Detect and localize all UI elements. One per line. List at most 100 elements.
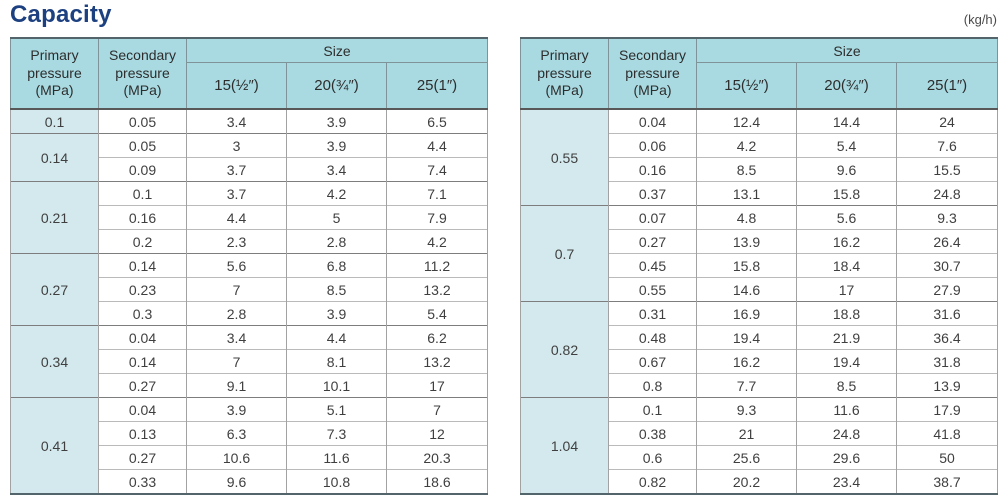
capacity-row: 0.82 0.31 16.9 18.8 31.6 [520,301,999,398]
capacity-row: 0.2 2.3 2.8 4.2 [11,229,489,254]
capacity-row: 0.33 9.6 10.8 18.6 [11,469,489,494]
primary-pressure-cell: 0.34 [10,325,99,398]
capacity-value-cell: 9.1 [186,373,287,398]
capacity-value-cell: 5.6 [796,205,897,230]
size-25-header: 25(1″) [385,62,489,110]
secondary-pressure-cell: 0.37 [608,181,697,206]
capacity-value-cell: 20.2 [696,469,797,494]
secondary-pressure-cell: 0.1 [608,397,697,422]
size-20-header: 20(¾″) [286,62,387,110]
secondary-pressure-cell: 0.09 [98,157,187,182]
capacity-row: 0.13 6.3 7.3 12 [11,421,489,446]
capacity-value-cell: 8.1 [286,349,387,374]
capacity-row: 0.21 0.1 3.7 4.2 7.1 [10,181,489,254]
capacity-value-cell: 31.8 [895,349,999,374]
capacity-value-cell: 13.9 [895,373,999,398]
secondary-pressure-cell: 0.1 [98,181,187,206]
capacity-value-cell: 12 [385,421,489,446]
capacity-value-cell: 7 [186,277,287,302]
capacity-value-cell: 3.9 [286,301,387,326]
capacity-value-cell: 17.9 [895,397,999,422]
capacity-value-cell: 24.8 [796,421,897,446]
capacity-value-cell: 10.8 [286,469,387,494]
table-header: Primary pressure (MPa) Secondary pressur… [520,37,999,110]
capacity-value-cell: 29.6 [796,445,897,470]
capacity-value-cell: 24.8 [895,181,999,206]
capacity-value-cell: 9.3 [895,205,999,230]
capacity-value-cell: 9.6 [186,469,287,494]
secondary-pressure-cell: 0.67 [608,349,697,374]
capacity-row: 0.23 7 8.5 13.2 [11,277,489,302]
capacity-row: 0.7 0.07 4.8 5.6 9.3 [520,205,999,302]
capacity-table-right: Primary pressure (MPa) Secondary pressur… [520,37,999,495]
capacity-row: 0.14 7 8.1 13.2 [11,349,489,374]
capacity-value-cell: 5.4 [796,133,897,158]
secondary-pressure-cell: 0.82 [608,469,697,494]
capacity-value-cell: 7.3 [286,421,387,446]
capacity-row: 0.55 14.6 17 27.9 [521,277,999,302]
capacity-value-cell: 18.4 [796,253,897,278]
capacity-value-cell: 19.4 [796,349,897,374]
secondary-pressure-cell: 0.55 [608,277,697,302]
capacity-row: 0.14 0.05 3 3.9 4.4 [10,133,489,182]
capacity-value-cell: 6.5 [385,108,489,134]
capacity-value-cell: 3.9 [186,397,287,422]
capacity-value-cell: 20.3 [385,445,489,470]
secondary-pressure-cell: 0.05 [98,133,187,158]
secondary-pressure-header: Secondary pressure (MPa) [608,37,697,110]
secondary-pressure-cell: 0.16 [98,205,187,230]
capacity-value-cell: 4.4 [286,325,387,350]
secondary-pressure-cell: 0.16 [608,157,697,182]
capacity-value-cell: 41.8 [895,421,999,446]
capacity-value-cell: 6.3 [186,421,287,446]
capacity-value-cell: 11.6 [286,445,387,470]
secondary-pressure-cell: 0.14 [98,253,187,278]
capacity-value-cell: 36.4 [895,325,999,350]
secondary-pressure-cell: 0.27 [98,445,187,470]
secondary-pressure-cell: 0.3 [98,301,187,326]
secondary-pressure-cell: 0.05 [98,108,187,134]
capacity-value-cell: 9.6 [796,157,897,182]
capacity-value-cell: 9.3 [696,397,797,422]
size-header: Size [695,37,999,63]
capacity-value-cell: 10.1 [286,373,387,398]
capacity-value-cell: 8.5 [696,157,797,182]
capacity-value-cell: 15.8 [696,253,797,278]
capacity-value-cell: 11.2 [385,253,489,278]
capacity-value-cell: 38.7 [895,469,999,494]
capacity-row: 0.27 10.6 11.6 20.3 [11,445,489,470]
secondary-pressure-cell: 0.27 [98,373,187,398]
capacity-value-cell: 13.1 [696,181,797,206]
capacity-value-cell: 7 [186,349,287,374]
capacity-value-cell: 50 [895,445,999,470]
capacity-value-cell: 6.8 [286,253,387,278]
capacity-value-cell: 21.9 [796,325,897,350]
capacity-value-cell: 13.9 [696,229,797,254]
capacity-row: 0.06 4.2 5.4 7.6 [521,133,999,158]
capacity-row: 0.16 4.4 5 7.9 [11,205,489,230]
capacity-value-cell: 27.9 [895,277,999,302]
table-body: 0.55 0.04 12.4 14.4 24 0.06 4.2 5.4 7.6 0.16 8.5 9.… [520,108,999,494]
capacity-row: 0.6 25.6 29.6 50 [521,445,999,470]
unit-label: (kg/h) [963,12,997,27]
primary-pressure-cell: 0.21 [10,181,99,254]
capacity-value-cell: 4.8 [696,205,797,230]
secondary-pressure-cell: 0.07 [608,205,697,230]
capacity-row: 0.41 0.04 3.9 5.1 7 [10,397,489,494]
capacity-row: 0.34 0.04 3.4 4.4 6.2 [10,325,489,398]
capacity-value-cell: 8.5 [796,373,897,398]
secondary-pressure-cell: 0.2 [98,229,187,254]
capacity-value-cell: 19.4 [696,325,797,350]
capacity-value-cell: 3.9 [286,108,387,134]
capacity-value-cell: 2.8 [186,301,287,326]
capacity-value-cell: 21 [696,421,797,446]
capacity-value-cell: 13.2 [385,277,489,302]
capacity-value-cell: 15.8 [796,181,897,206]
capacity-value-cell: 17 [796,277,897,302]
capacity-value-cell: 7 [385,397,489,422]
capacity-value-cell: 16.9 [696,301,797,326]
secondary-pressure-cell: 0.04 [608,108,697,134]
capacity-table-left: Primary pressure (MPa) Secondary pressur… [10,37,489,495]
capacity-value-cell: 3.4 [286,157,387,182]
capacity-value-cell: 2.8 [286,229,387,254]
